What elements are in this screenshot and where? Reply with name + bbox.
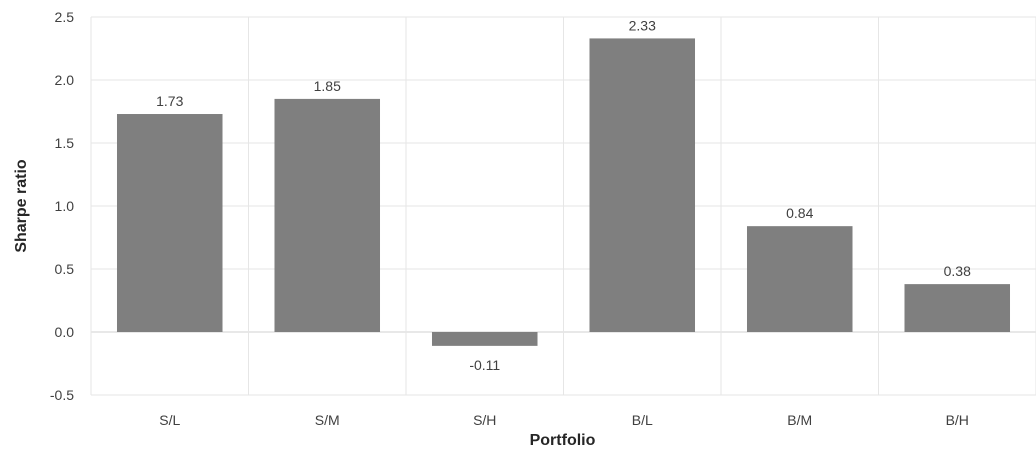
x-axis-title: Portfolio [530, 432, 596, 449]
y-tick-label: 0.0 [55, 324, 75, 340]
x-tick-label: S/L [159, 412, 180, 428]
x-tick-label: B/H [946, 412, 969, 428]
data-label: 0.38 [944, 263, 971, 279]
bars [116, 38, 1011, 346]
y-axis-title: Sharpe ratio [13, 159, 30, 253]
x-tick-label: S/H [473, 412, 496, 428]
bar-s-m [274, 98, 381, 333]
data-labels: 1.73 1.85 -0.11 2.33 0.84 0.38 [156, 17, 971, 372]
y-axis-ticks: -0.5 0.0 0.5 1.0 1.5 2.0 2.5 [50, 9, 74, 403]
bar-b-m [746, 226, 853, 332]
bar-b-l [589, 38, 696, 333]
x-tick-label: S/M [315, 412, 340, 428]
data-label: 0.84 [786, 205, 813, 221]
data-label: 1.73 [156, 93, 183, 109]
y-tick-label: 2.5 [55, 9, 75, 25]
bar-b-h [904, 284, 1011, 332]
x-tick-label: B/M [787, 412, 812, 428]
y-tick-label: 1.5 [55, 135, 75, 151]
data-label: 2.33 [629, 17, 656, 33]
x-tick-label: B/L [632, 412, 653, 428]
x-axis-ticks: S/L S/M S/H B/L B/M B/H [159, 412, 969, 428]
y-tick-label: 1.0 [55, 198, 75, 214]
y-tick-label: -0.5 [50, 387, 74, 403]
bar-s-l [116, 114, 223, 333]
data-label: -0.11 [469, 357, 500, 373]
grid-lines [90, 16, 1036, 396]
y-tick-label: 2.0 [55, 72, 75, 88]
bar-s-h [431, 332, 538, 346]
data-label: 1.85 [314, 78, 341, 94]
y-tick-label: 0.5 [55, 261, 75, 277]
